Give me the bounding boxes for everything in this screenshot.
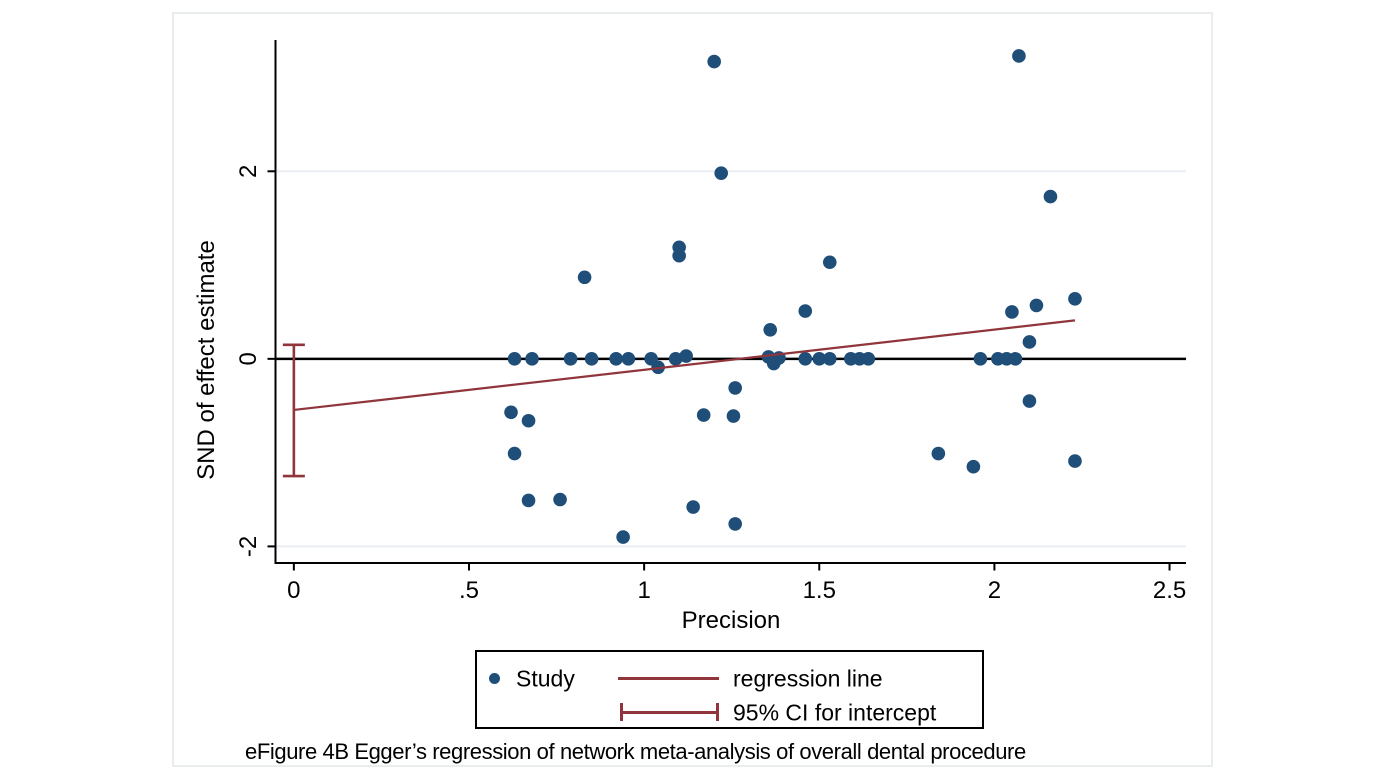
scatter-point — [707, 54, 721, 69]
scatter-point — [728, 517, 743, 531]
scatter-point — [609, 352, 623, 366]
x-axis-ticks: 0 .5 1 1.5 2 2.5 — [287, 563, 1186, 604]
scatter-point — [1068, 292, 1082, 306]
scatter-point — [616, 530, 630, 544]
scatter-point — [966, 459, 981, 474]
scatter-point — [668, 352, 683, 366]
figure-caption: eFigure 4B Egger’s regression of network… — [245, 739, 1026, 764]
scatter-point — [507, 446, 522, 461]
scatter-point — [672, 248, 686, 263]
scatter-point — [553, 492, 567, 507]
regression-line-segment — [293, 319, 1076, 412]
scatter-point — [798, 352, 813, 366]
gridlines — [276, 170, 1186, 548]
scatter-point — [577, 270, 592, 285]
scatter-point — [1012, 49, 1026, 63]
scatter-point — [1068, 454, 1082, 468]
legend-label-study: Study — [516, 665, 575, 692]
study-marker-icon — [489, 673, 500, 684]
y-tick-label: -2 — [235, 536, 262, 557]
scatter-point — [973, 352, 988, 366]
scatter-point — [1029, 298, 1044, 313]
scatter-point — [686, 500, 700, 514]
scatter-point — [714, 166, 728, 180]
ci-intercept-whisker — [282, 343, 305, 478]
scatter-point — [521, 413, 536, 428]
scatter-point — [822, 255, 837, 270]
scatter-point — [861, 352, 876, 366]
ci-whisker-swatch-icon — [620, 703, 719, 721]
figure-border — [172, 12, 1213, 767]
scatter-point — [1008, 352, 1023, 366]
y-axis-title: SND of effect estimate — [193, 240, 220, 480]
scatter-point — [931, 446, 946, 461]
scatter-point — [584, 352, 599, 366]
scatter-point — [1022, 394, 1037, 408]
scatter-point — [728, 381, 743, 395]
scatter-point — [563, 352, 578, 366]
scatter-point — [525, 352, 539, 366]
y-tick-label: 0 — [235, 352, 262, 365]
scatter-point — [1022, 335, 1037, 349]
x-tick-label: 2 — [988, 577, 1001, 604]
regression-line — [293, 319, 1076, 412]
x-tick-label: 1 — [637, 577, 650, 604]
scatter-point — [1043, 189, 1058, 204]
scatter-point — [521, 493, 536, 508]
x-axis-title: Precision — [682, 607, 781, 634]
x-tick-label: .5 — [459, 577, 479, 604]
scatter-point — [696, 408, 711, 422]
scatter-point — [504, 405, 518, 420]
scatter-point — [726, 409, 741, 423]
regression-line-swatch-icon — [618, 677, 719, 680]
x-tick-label: 2.5 — [1153, 577, 1186, 604]
legend: Study regression line 95% CI for interce… — [475, 650, 984, 729]
scatter-point — [763, 322, 778, 337]
x-tick-label: 1.5 — [803, 577, 836, 604]
y-tick-label: 2 — [235, 165, 262, 178]
scatter-point — [1005, 305, 1019, 319]
scatter-point — [812, 352, 827, 366]
scatter-point — [507, 352, 522, 366]
y-axis-ticks: -2 0 2 — [235, 165, 276, 557]
scatter-point — [679, 349, 693, 363]
scatter-point — [798, 304, 813, 318]
legend-label-ci: 95% CI for intercept — [733, 699, 937, 726]
scatter-point — [621, 352, 636, 366]
scatter-points — [504, 49, 1082, 544]
scatter-point — [822, 352, 837, 366]
x-tick-label: 0 — [287, 577, 300, 604]
legend-label-regression: regression line — [733, 665, 883, 692]
